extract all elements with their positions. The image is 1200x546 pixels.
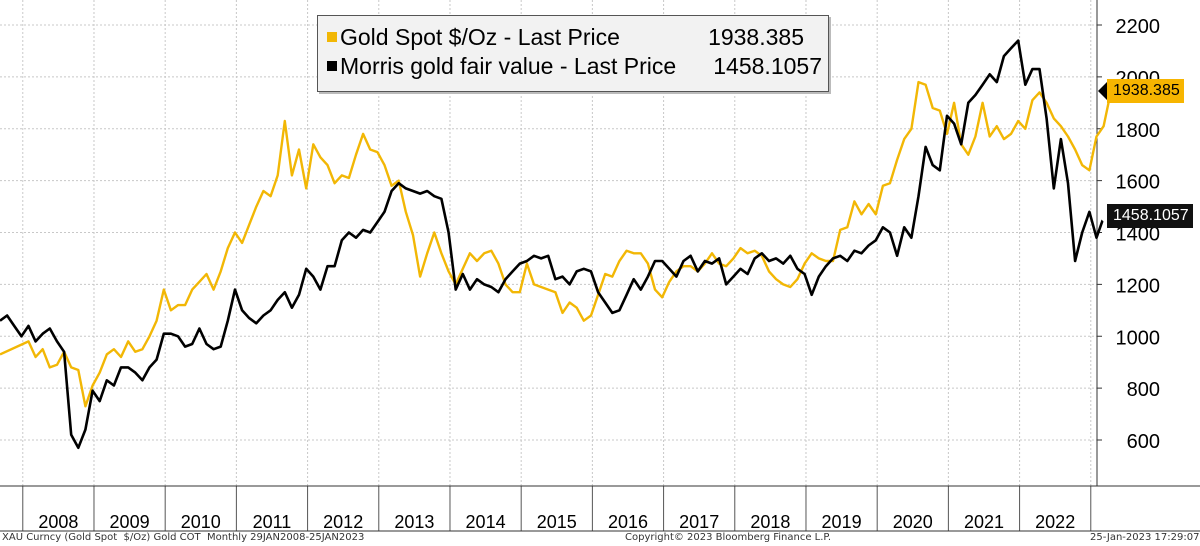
x-tick-label: 2016 — [608, 512, 648, 532]
x-tick-label: 2019 — [822, 512, 862, 532]
x-tick-label: 2012 — [323, 512, 363, 532]
y-tick-label: 2200 — [1116, 16, 1161, 38]
y-tick-label: 1200 — [1116, 275, 1161, 297]
x-tick-label: 2014 — [466, 512, 506, 532]
legend-swatch-fair — [327, 61, 337, 71]
legend-value-gold: 1938.385 — [708, 24, 804, 50]
chart-legend: Gold Spot $/Oz - Last Price 1938.385 Mor… — [317, 15, 829, 92]
series-line-fair — [0, 39, 1105, 450]
last-value-tag-gold: 1938.385 — [1098, 79, 1184, 103]
legend-value-fair: 1458.1057 — [713, 53, 822, 79]
y-tick-label: 600 — [1127, 431, 1160, 453]
y-tick-label: 1800 — [1116, 120, 1161, 142]
x-tick-label: 2018 — [750, 512, 790, 532]
x-tick-label: 2020 — [893, 512, 933, 532]
x-tick-label: 2013 — [394, 512, 434, 532]
last-value-tag-fair: 1458.1057 — [1098, 204, 1193, 228]
x-tick-label: 2011 — [253, 512, 292, 532]
footer-copyright: Copyright© 2023 Bloomberg Finance L.P. — [625, 532, 832, 543]
legend-label-fair: Morris gold fair value - Last Price — [340, 53, 677, 79]
x-tick-label: 2015 — [537, 512, 577, 532]
y-tick-label: 1000 — [1116, 327, 1161, 349]
legend-entry-gold: Gold Spot $/Oz - Last Price 1938.385 — [318, 23, 828, 52]
footer-timestamp: 25-Jan-2023 17:29:07 — [1090, 532, 1200, 543]
legend-entry-fair: Morris gold fair value - Last Price 1458… — [318, 52, 828, 81]
x-tick-label: 2021 — [964, 512, 1004, 532]
x-tick-label: 2017 — [679, 512, 719, 532]
legend-swatch-gold — [327, 32, 337, 42]
x-tick-label: 2009 — [110, 512, 150, 532]
footer-source: XAU Curncy (Gold Spot $/Oz) Gold COT Mon… — [2, 532, 365, 543]
y-tick-label: 1600 — [1116, 172, 1161, 194]
legend-label-gold: Gold Spot $/Oz - Last Price — [340, 24, 620, 50]
series-line-gold — [0, 80, 1112, 408]
y-tick-label: 1400 — [1116, 224, 1161, 246]
x-tick-label: 2022 — [1035, 512, 1075, 532]
x-tick-label: 2010 — [181, 512, 221, 532]
y-tick-label: 800 — [1127, 379, 1160, 401]
x-tick-label: 2008 — [38, 512, 78, 532]
